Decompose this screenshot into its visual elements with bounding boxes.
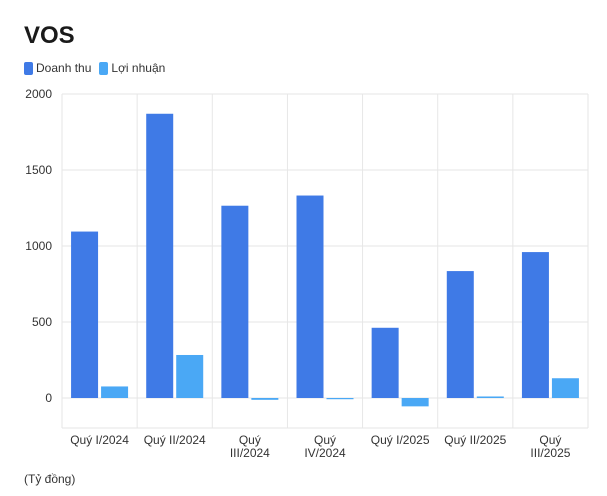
bar-profit bbox=[551, 378, 579, 398]
x-tick-label-line: Quý bbox=[239, 433, 261, 447]
x-tick-label-line: Quý I/2025 bbox=[371, 433, 430, 447]
bar-profit bbox=[476, 396, 504, 398]
legend-item-revenue[interactable]: Doanh thu bbox=[24, 61, 91, 75]
unit-note: (Tỷ đồng) bbox=[24, 472, 76, 486]
legend-label-revenue: Doanh thu bbox=[36, 61, 92, 75]
x-tick-label-line: Quý bbox=[314, 433, 336, 447]
legend-swatch-profit bbox=[99, 61, 109, 75]
y-tick-label: 500 bbox=[32, 315, 52, 329]
bar-profit bbox=[176, 354, 204, 398]
x-tick-label: Quý III/2025 bbox=[530, 433, 570, 460]
bar-profit bbox=[251, 398, 279, 400]
x-tick-label: Quý I/2025 bbox=[371, 433, 430, 447]
x-tick-label: Quý II/2024 bbox=[144, 433, 206, 447]
x-tick-label: Quý II/2025 bbox=[444, 433, 506, 447]
bar-revenue bbox=[296, 195, 324, 398]
x-tick-label-line: III/2024 bbox=[230, 446, 270, 460]
x-tick-label-line: Quý I/2024 bbox=[70, 433, 129, 447]
bar-revenue bbox=[521, 252, 549, 398]
x-tick-label: Quý IV/2024 bbox=[304, 433, 346, 460]
legend: Doanh thu Lợi nhuận bbox=[24, 61, 165, 75]
bar-profit bbox=[101, 386, 129, 398]
x-tick-label-line: Quý II/2024 bbox=[144, 433, 206, 447]
bar-revenue bbox=[446, 271, 474, 398]
x-tick-label-line: Quý bbox=[539, 433, 561, 447]
x-tick-label: Quý I/2024 bbox=[70, 433, 129, 447]
y-tick-label: 1500 bbox=[25, 163, 52, 177]
bar-profit bbox=[326, 398, 354, 400]
legend-label-profit: Lợi nhuận bbox=[111, 61, 166, 75]
bar-profit bbox=[401, 398, 429, 407]
bar-chart: 0 500 1000 1500 2000 Quý I/2024 Quý II/2024 Quý… bbox=[25, 87, 589, 460]
y-tick-label: 0 bbox=[45, 391, 52, 405]
x-tick-label-line: IV/2024 bbox=[304, 446, 346, 460]
x-tick-label: Quý III/2024 bbox=[230, 433, 270, 460]
bar-revenue bbox=[371, 327, 399, 398]
chart-title: VOS bbox=[24, 22, 75, 49]
y-tick-label: 1000 bbox=[25, 239, 52, 253]
bar-revenue bbox=[221, 205, 249, 398]
y-tick-label: 2000 bbox=[25, 87, 52, 101]
legend-item-profit[interactable]: Lợi nhuận bbox=[99, 61, 165, 75]
legend-swatch-revenue bbox=[24, 61, 33, 75]
bar-revenue bbox=[146, 113, 174, 398]
x-tick-label-line: Quý II/2025 bbox=[444, 433, 506, 447]
bar-revenue bbox=[71, 231, 99, 398]
x-tick-label-line: III/2025 bbox=[530, 446, 570, 460]
